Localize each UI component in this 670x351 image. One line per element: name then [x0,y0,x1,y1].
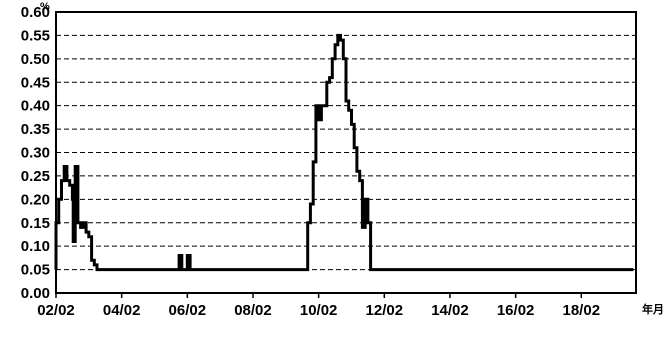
x-axis-unit: 年月 [642,302,664,316]
x-tick-label: 10/02 [300,302,338,319]
y-tick-label: 0.20 [21,191,50,208]
series-line [54,33,634,272]
y-tick-label: 0.45 [21,74,50,91]
x-tick-label: 02/02 [37,302,75,319]
y-axis-unit: % [40,1,50,13]
series-layer [54,33,634,272]
x-tick-label: 08/02 [234,302,272,319]
y-tick-label: 0.55 [21,27,50,44]
y-tick-label: 0.00 [21,285,50,302]
y-tick-label: 0.10 [21,238,50,255]
y-tick-label: 0.35 [21,121,50,138]
y-tick-label: 0.15 [21,215,50,232]
x-tick-label: 04/02 [103,302,141,319]
y-tick-label: 0.25 [21,168,50,185]
plot-area [55,11,637,294]
x-axis: 02/02 04/02 06/02 08/02 10/02 12/02 14/02 16/02… [37,293,600,319]
x-tick-label: 14/02 [431,302,469,319]
x-tick-label: 12/02 [366,302,404,319]
x-tick-label: 18/02 [563,302,601,319]
y-axis: 0.00 0.05 0.10 0.15 0.20 0.25 0.30 0.35 0.40 0.45… [21,4,50,302]
y-tick-label: 0.40 [21,98,50,115]
x-tick-label: 06/02 [169,302,207,319]
y-tick-label: 0.05 [21,262,50,279]
y-tick-label: 0.50 [21,51,50,68]
y-tick-label: 0.30 [21,145,50,162]
y-tick-label: 0.60 [21,4,50,21]
x-tick-label: 16/02 [497,302,535,319]
